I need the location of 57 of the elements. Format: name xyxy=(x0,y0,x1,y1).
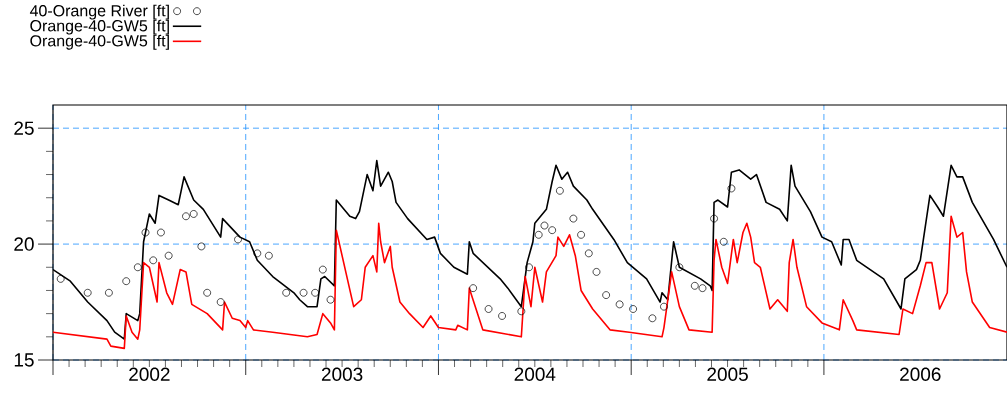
point xyxy=(141,228,150,237)
x-tick-label: 2002 xyxy=(129,367,170,381)
point xyxy=(56,275,65,283)
point xyxy=(577,230,585,239)
point xyxy=(710,214,718,223)
point xyxy=(548,226,557,235)
point xyxy=(698,284,707,292)
point xyxy=(216,298,225,306)
point xyxy=(540,221,549,230)
point xyxy=(592,268,601,276)
point xyxy=(648,314,657,323)
point xyxy=(133,263,142,272)
x-tick-label: 2005 xyxy=(707,367,748,381)
point xyxy=(498,312,506,320)
point xyxy=(157,228,165,237)
point xyxy=(525,263,533,272)
point xyxy=(690,281,699,290)
point xyxy=(469,284,477,292)
point xyxy=(727,184,736,193)
x-tick-label: 2003 xyxy=(321,367,363,381)
point xyxy=(164,251,173,260)
point xyxy=(122,277,131,286)
point xyxy=(615,300,624,309)
point xyxy=(517,307,526,316)
point xyxy=(484,305,493,313)
point xyxy=(203,288,212,297)
point xyxy=(253,249,262,258)
point xyxy=(629,305,637,313)
point xyxy=(326,295,335,304)
point xyxy=(197,242,206,251)
point xyxy=(282,288,291,297)
point xyxy=(105,288,113,297)
legend-label: Orange-40-GW5 [ft] xyxy=(30,34,169,50)
point xyxy=(602,291,610,299)
x-tick-label: 2006 xyxy=(900,367,941,381)
legend-label: 40-Orange River [ft] xyxy=(29,4,169,20)
x-tick-label: 2004 xyxy=(514,367,556,381)
y-tick-label: 20 xyxy=(14,237,34,251)
point xyxy=(299,288,308,297)
point xyxy=(318,265,327,274)
legend-label: Orange-40-GW5 [ft] xyxy=(30,19,169,35)
point xyxy=(534,230,543,239)
y-tick-label: 25 xyxy=(14,121,34,135)
point xyxy=(182,212,190,221)
point xyxy=(311,288,319,297)
point xyxy=(569,214,578,223)
point xyxy=(189,210,198,218)
point xyxy=(584,249,593,258)
point xyxy=(675,263,684,272)
point xyxy=(234,235,242,244)
point xyxy=(83,288,92,297)
y-tick-label: 15 xyxy=(14,353,34,367)
point xyxy=(265,251,273,260)
point xyxy=(719,237,728,246)
point xyxy=(149,256,158,265)
point xyxy=(660,302,668,311)
point xyxy=(556,186,564,195)
